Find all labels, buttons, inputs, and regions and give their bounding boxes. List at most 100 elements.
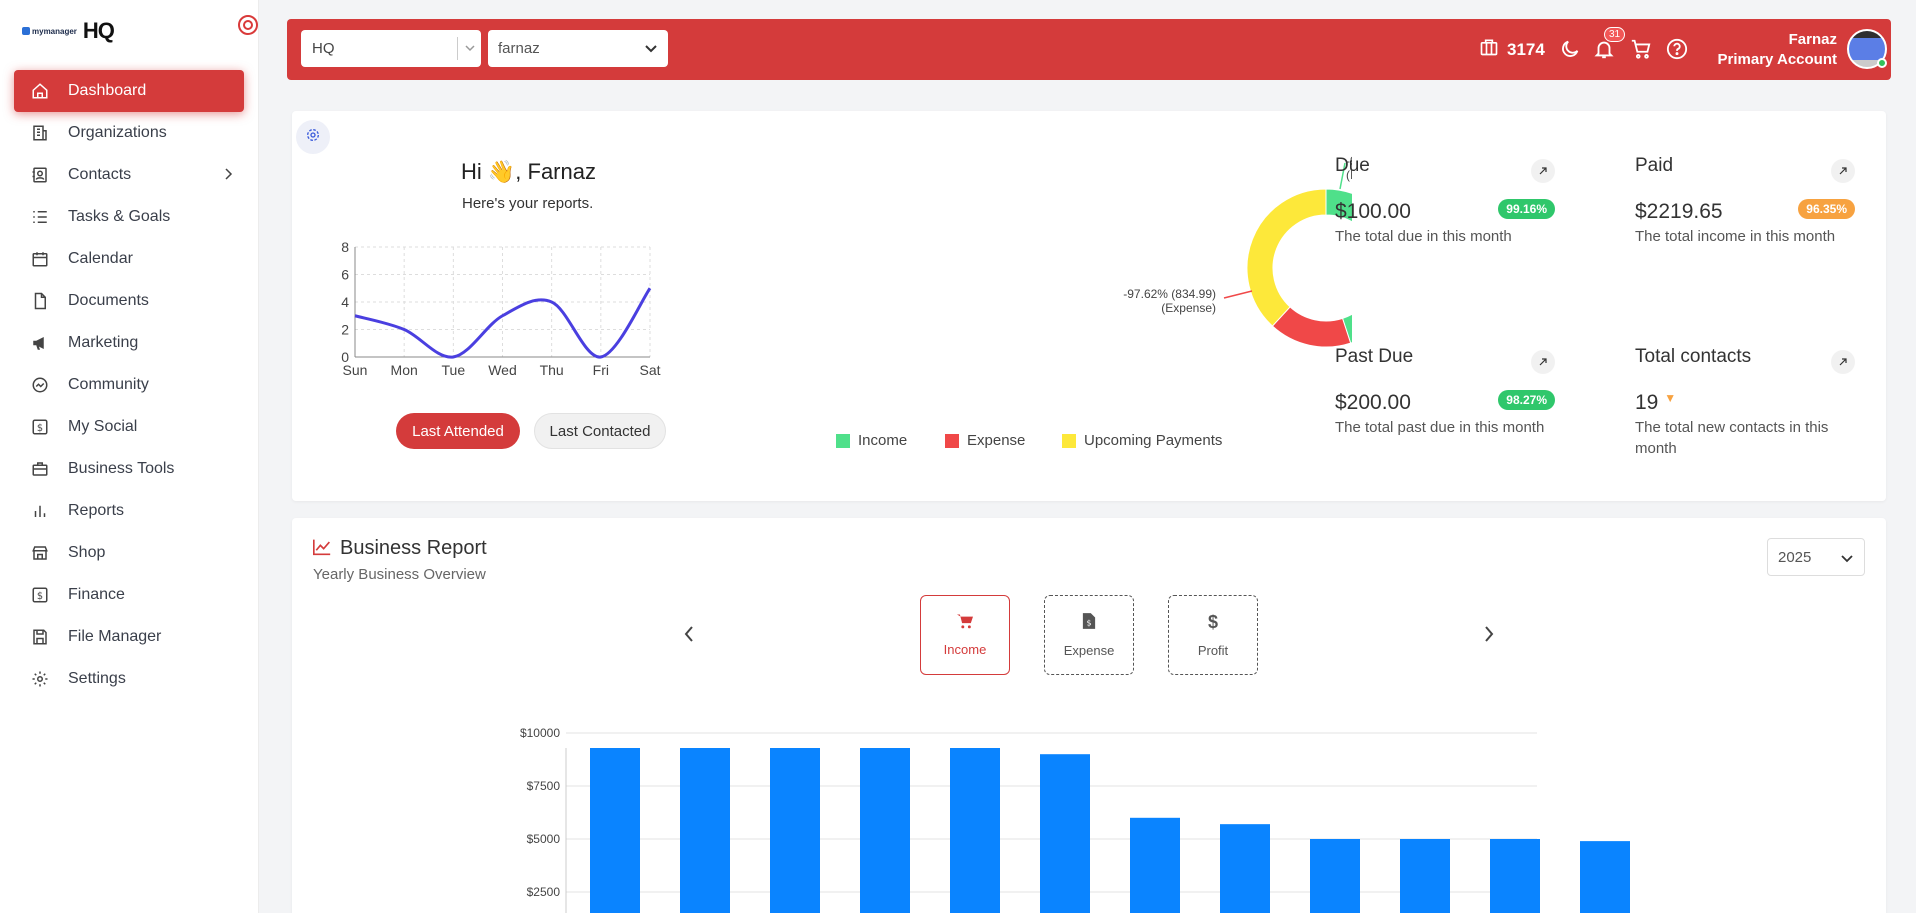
briefcase-icon <box>30 459 50 479</box>
year-select[interactable]: 2025 <box>1767 538 1865 576</box>
legend-label: Upcoming Payments <box>1084 432 1223 449</box>
y-tick-label: 2 <box>341 322 349 338</box>
credits-value: 3174 <box>1507 39 1545 59</box>
credits-display[interactable]: 3174 <box>1479 37 1545 62</box>
x-tick-label: Sat <box>639 362 660 378</box>
org-select-value: HQ <box>312 40 335 57</box>
tab-expense[interactable]: $ Expense <box>1044 595 1134 675</box>
list-icon <box>30 207 50 227</box>
sidebar-item-tasks[interactable]: Tasks & Goals <box>14 196 244 238</box>
megaphone-icon <box>30 333 50 353</box>
svg-text:$: $ <box>1086 618 1091 627</box>
sidebar-item-label: Shop <box>68 544 106 561</box>
arrow-up-right-icon[interactable] <box>1531 350 1555 374</box>
chevron-right-icon[interactable] <box>1482 624 1496 649</box>
user-info[interactable]: Farnaz Primary Account <box>1718 30 1837 70</box>
greeting-subtitle: Here's your reports. <box>462 195 594 212</box>
contacts-icon <box>30 165 50 185</box>
widget-settings-button[interactable] <box>296 120 330 154</box>
svg-text:$: $ <box>37 423 43 434</box>
last-contacted-button[interactable]: Last Contacted <box>534 413 666 449</box>
account-type: Primary Account <box>1717 51 1837 68</box>
sidebar-item-reports[interactable]: Reports <box>14 490 244 532</box>
sidebar-item-label: Contacts <box>68 166 132 183</box>
avatar[interactable] <box>1847 29 1887 69</box>
cart-icon[interactable] <box>1630 38 1654 62</box>
x-tick-label: Sun <box>343 362 368 378</box>
legend-income[interactable]: Income <box>836 432 907 449</box>
tab-profit[interactable]: $ Profit <box>1168 595 1258 675</box>
greeting-title: Hi 👋, Farnaz <box>461 159 596 184</box>
stat-value: $2219.65 <box>1635 200 1723 223</box>
sidebar-item-shop[interactable]: Shop <box>14 532 244 574</box>
sidebar-item-mysocial[interactable]: $ My Social <box>14 406 244 448</box>
sidebar-item-community[interactable]: Community <box>14 364 244 406</box>
user-select[interactable]: farnaz <box>488 30 668 67</box>
invoice-icon: $ <box>1082 612 1096 633</box>
user-name: Farnaz <box>1788 31 1837 48</box>
stat-badge: 96.35% <box>1798 199 1855 219</box>
legend-upcoming[interactable]: Upcoming Payments <box>1062 432 1222 449</box>
bar <box>950 748 1000 913</box>
donut-chart-area: -96.35% (2219.6500000000005)(Income)-97.… <box>812 111 1519 416</box>
sidebar-item-finance[interactable]: $ Finance <box>14 574 244 616</box>
business-bar-chart: $10000 $7500 $5000 $2500 <box>520 726 1630 913</box>
sidebar-item-label: Community <box>68 376 149 393</box>
stat-paid: Paid $2219.65 96.35% The total income in… <box>1635 155 1855 245</box>
bar <box>1040 754 1090 913</box>
org-select[interactable]: HQ <box>301 30 481 67</box>
sidebar-collapse-button[interactable] <box>238 15 258 35</box>
stat-badge: 99.16% <box>1498 199 1555 219</box>
bar <box>1220 824 1270 913</box>
stat-title: Paid <box>1635 155 1674 176</box>
dollar-icon: $ <box>1207 612 1218 632</box>
sidebar-item-file-manager[interactable]: File Manager <box>14 616 244 658</box>
stat-past-due: Past Due $200.00 98.27% The total past d… <box>1335 346 1555 436</box>
save-icon <box>30 627 50 647</box>
sidebar-item-dashboard[interactable]: Dashboard <box>14 70 244 112</box>
help-icon[interactable] <box>1666 38 1690 62</box>
dollar-icon: $ <box>30 417 50 437</box>
y-tick-label: 0 <box>341 349 349 365</box>
arrow-up-right-icon[interactable] <box>1531 159 1555 183</box>
user-select-value: farnaz <box>498 40 540 57</box>
x-tick-label: Tue <box>442 362 466 378</box>
arrow-up-right-icon[interactable] <box>1831 350 1855 374</box>
bar <box>1130 817 1180 913</box>
sidebar-item-calendar[interactable]: Calendar <box>14 238 244 280</box>
stat-title: Total contacts <box>1635 346 1752 367</box>
x-tick-label: Wed <box>488 362 517 378</box>
arrow-up-right-icon[interactable] <box>1831 159 1855 183</box>
top-bar: HQ farnaz 3174 31 Farnaz Primary Account <box>287 19 1891 80</box>
sidebar-item-contacts[interactable]: Contacts <box>14 154 244 196</box>
sidebar-item-label: Reports <box>68 502 125 519</box>
legend-label: Expense <box>967 432 1026 449</box>
x-tick-label: Thu <box>540 362 564 378</box>
sidebar-item-organizations[interactable]: Organizations <box>14 112 244 154</box>
y-tick-label: $2500 <box>527 885 561 899</box>
sidebar-item-documents[interactable]: Documents <box>14 280 244 322</box>
sidebar-item-settings[interactable]: Settings <box>14 658 244 700</box>
brand-logo[interactable]: mymanager HQ <box>22 18 115 44</box>
bell-icon[interactable] <box>1593 38 1617 62</box>
business-report-title: Business Report <box>340 537 487 559</box>
finance-donut-chart: -96.35% (2219.6500000000005)(Income)-97.… <box>1123 154 1519 396</box>
stat-badge: 98.27% <box>1498 390 1555 410</box>
leader-line-income <box>1339 162 1346 190</box>
sidebar-item-label: Calendar <box>68 250 133 267</box>
last-attended-button[interactable]: Last Attended <box>396 413 520 449</box>
sidebar-item-marketing[interactable]: Marketing <box>14 322 244 364</box>
stat-value: $100.00 <box>1335 200 1411 223</box>
document-icon <box>30 291 50 311</box>
legend-expense[interactable]: Expense <box>945 432 1025 449</box>
community-icon <box>30 375 50 395</box>
tab-income[interactable]: Income <box>920 595 1010 675</box>
chevron-down-icon <box>1840 551 1854 569</box>
sidebar-item-business-tools[interactable]: Business Tools <box>14 448 244 490</box>
bar <box>860 748 910 913</box>
chevron-down-icon <box>644 41 658 59</box>
business-report-card: Business Report Yearly Business Overview… <box>292 518 1886 913</box>
chevron-left-icon[interactable] <box>682 624 696 649</box>
moon-icon[interactable] <box>1559 38 1583 62</box>
bar-icon <box>30 501 50 521</box>
